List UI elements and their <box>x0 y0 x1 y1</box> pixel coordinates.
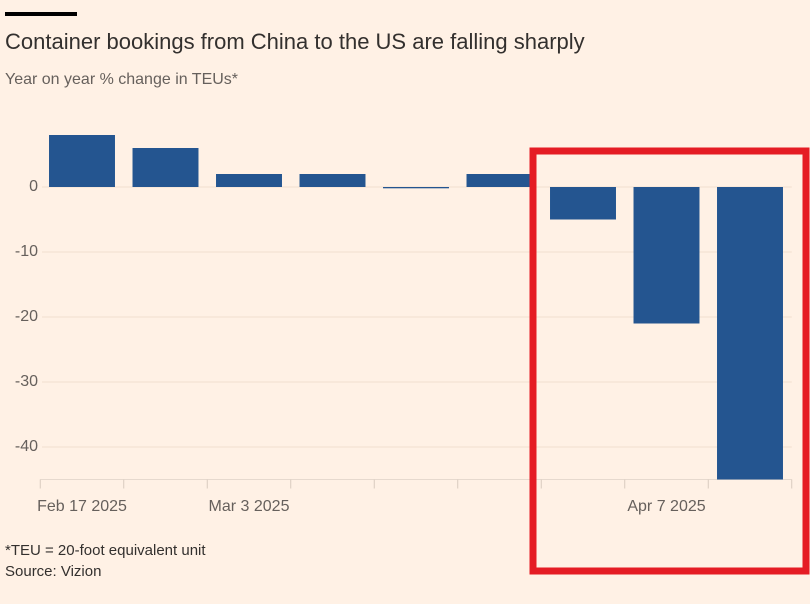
bar <box>49 135 115 187</box>
plot: 0 -10 -20 -30 -40 Feb 17 2025 Mar 3 2025 Apr 7 … <box>15 135 793 515</box>
source: Source: Vizion <box>5 563 101 580</box>
bar <box>216 174 282 187</box>
x-tick-label: Mar 3 2025 <box>209 498 290 515</box>
footnote: *TEU = 20-foot equivalent unit <box>5 542 206 559</box>
bar <box>633 187 700 324</box>
bar <box>383 187 449 189</box>
bar <box>466 174 533 187</box>
bar <box>717 187 783 480</box>
y-tick-label: 0 <box>29 178 38 195</box>
y-tick-label: -30 <box>15 373 38 390</box>
x-tick-label: Apr 7 2025 <box>627 498 705 515</box>
bar <box>132 148 199 187</box>
chart-title: Container bookings from China to the US … <box>5 29 585 54</box>
y-tick-label: -20 <box>15 308 38 325</box>
x-tick-label: Feb 17 2025 <box>37 498 127 515</box>
highlight-box <box>529 147 810 575</box>
y-tick-label: -40 <box>15 438 38 455</box>
y-tick-label: -10 <box>15 243 38 260</box>
chart-subtitle: Year on year % change in TEUs* <box>5 71 238 88</box>
bar <box>299 174 366 187</box>
top-rule <box>5 12 77 16</box>
bar <box>550 187 616 220</box>
